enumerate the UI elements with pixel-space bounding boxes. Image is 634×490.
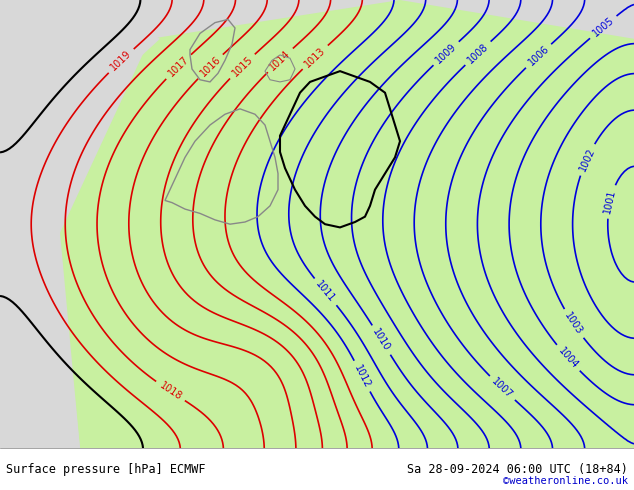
Text: 1008: 1008 [465,41,490,65]
Text: 1004: 1004 [556,345,580,370]
Polygon shape [0,179,80,448]
Text: 1003: 1003 [562,311,585,337]
Text: 1009: 1009 [434,41,458,65]
Text: 1019: 1019 [109,49,133,73]
Text: 1010: 1010 [371,327,392,353]
Text: ©weatheronline.co.uk: ©weatheronline.co.uk [503,476,628,486]
Text: 1007: 1007 [490,376,515,400]
Text: 1011: 1011 [314,279,337,304]
Text: 1001: 1001 [603,189,618,215]
Text: 1014: 1014 [268,48,292,72]
Text: 1013: 1013 [303,45,328,69]
Polygon shape [0,0,160,233]
Text: Sa 28-09-2024 06:00 UTC (18+84): Sa 28-09-2024 06:00 UTC (18+84) [407,463,628,476]
Text: 1017: 1017 [166,54,191,79]
Text: 1018: 1018 [157,380,183,402]
Text: 1002: 1002 [577,146,597,173]
Polygon shape [0,0,634,448]
Polygon shape [60,0,634,448]
Text: 1016: 1016 [198,54,223,78]
Text: 1005: 1005 [590,15,616,39]
Text: 1012: 1012 [352,363,372,390]
Text: Surface pressure [hPa] ECMWF: Surface pressure [hPa] ECMWF [6,463,206,476]
Text: 1006: 1006 [526,44,551,68]
Text: 1015: 1015 [230,54,254,78]
